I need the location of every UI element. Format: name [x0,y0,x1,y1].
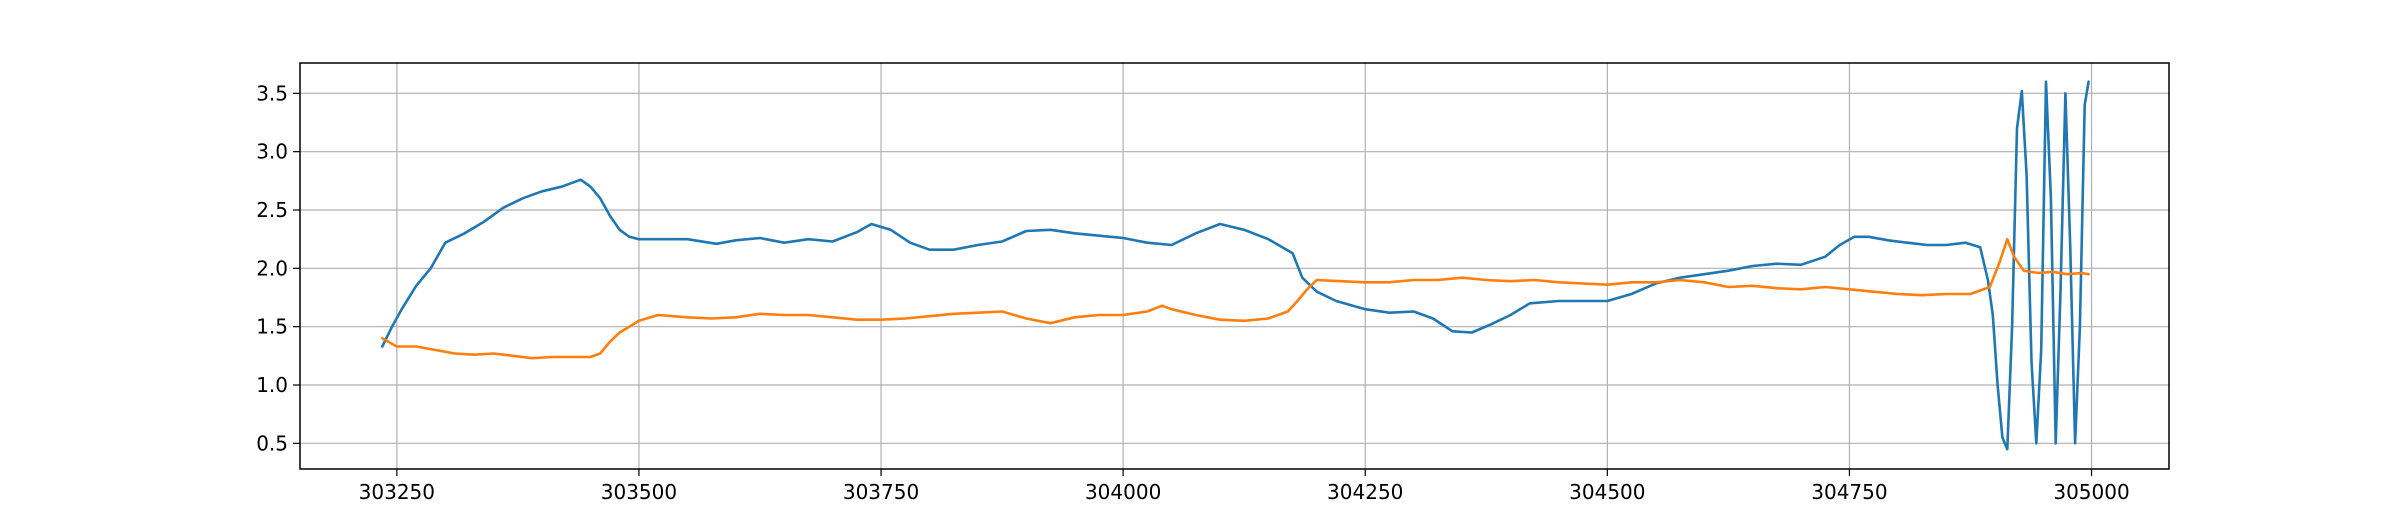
x-tick-label: 305000 [2053,480,2129,504]
x-tick-label: 303500 [601,480,677,504]
grid-layer [300,63,2169,469]
series-line-2 [381,237,2090,360]
x-tick-label: 303250 [359,480,435,504]
y-tick-label: 2.5 [256,198,288,222]
x-tick-label: 304750 [1811,480,1887,504]
y-tick-label: 3.0 [256,140,288,164]
tick-layer: 303250 303500 303750 304000 304250 304500 3047… [256,81,2130,504]
series-layer [381,80,2090,451]
y-tick-label: 3.5 [256,81,288,105]
x-tick-label: 303750 [843,480,919,504]
series-line-1 [381,80,2090,451]
y-tick-label: 1.5 [256,315,288,339]
x-tick-label: 304000 [1085,480,1161,504]
y-tick-label: 2.0 [256,256,288,280]
x-tick-label: 304250 [1327,480,1403,504]
y-tick-label: 0.5 [256,431,288,455]
x-tick-label: 304500 [1569,480,1645,504]
axes-frame [299,62,2170,470]
y-tick-label: 1.0 [256,373,288,397]
